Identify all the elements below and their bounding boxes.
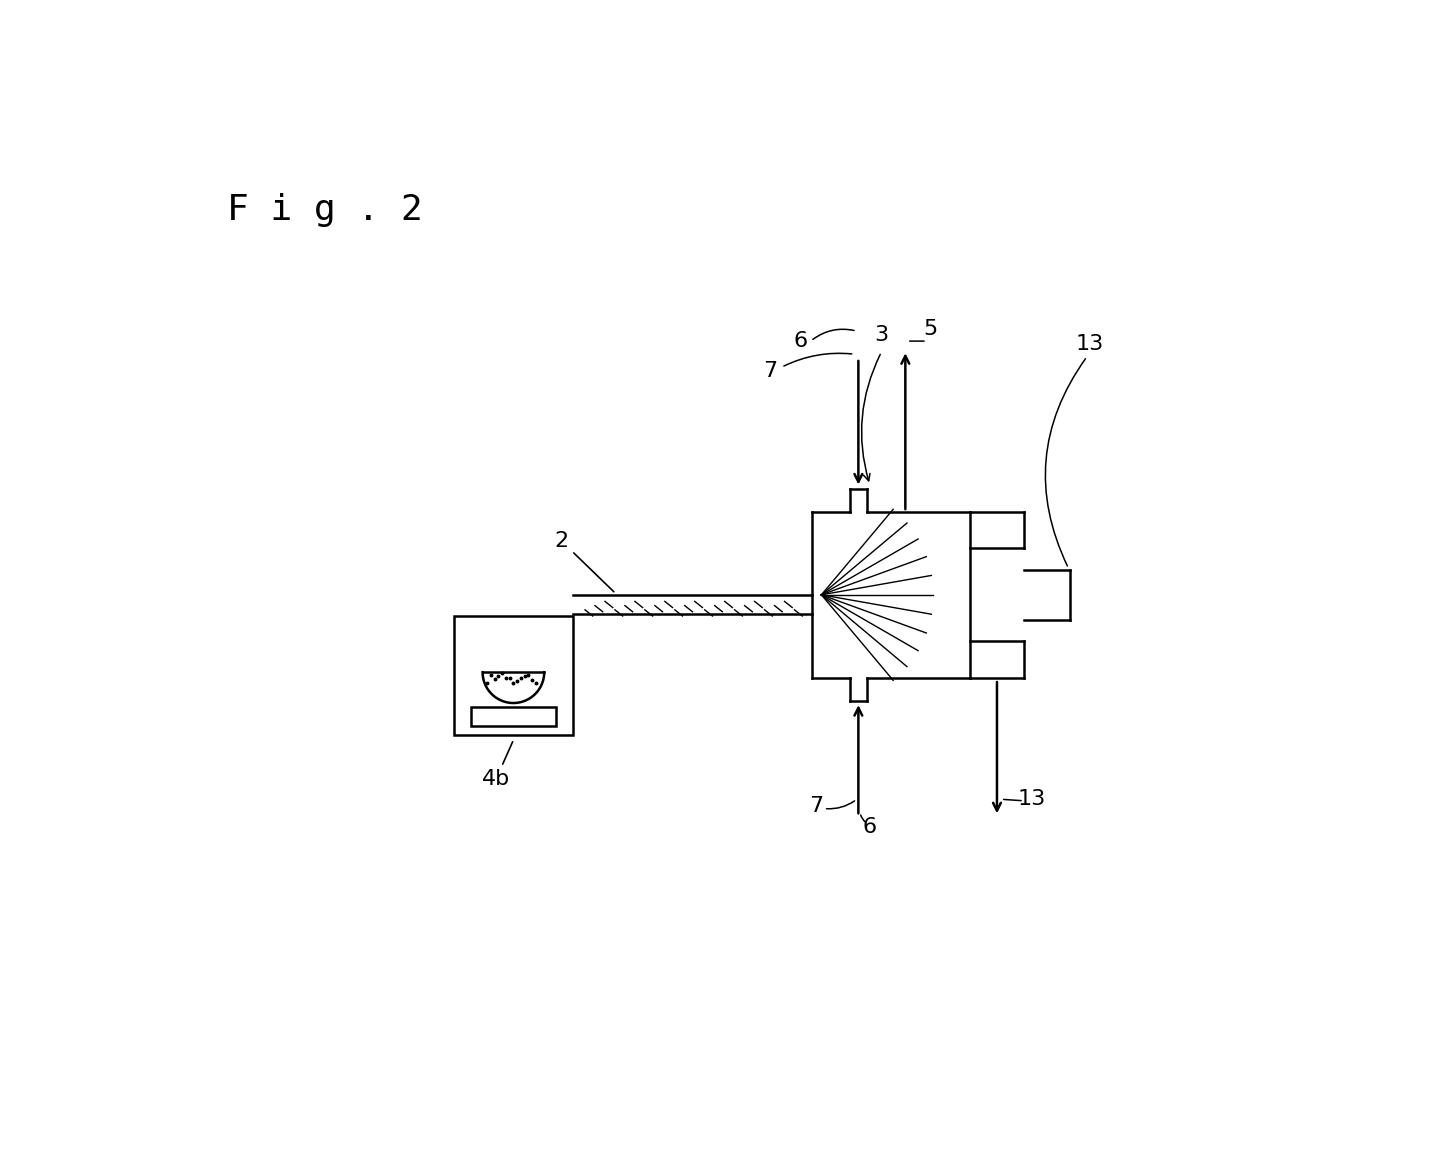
Text: 7: 7 (763, 362, 778, 381)
Text: 4b: 4b (482, 742, 513, 789)
Bar (455, 616, 573, 736)
Text: 6: 6 (794, 330, 808, 350)
Text: 13: 13 (1018, 789, 1045, 808)
Text: 5: 5 (922, 319, 937, 338)
Text: 13: 13 (1076, 334, 1103, 355)
Text: 2: 2 (555, 531, 614, 591)
Text: 6: 6 (863, 817, 877, 837)
Text: F i g . 2: F i g . 2 (227, 193, 423, 226)
Bar (471, 707, 556, 726)
Text: 7: 7 (809, 796, 822, 817)
Text: 3: 3 (875, 325, 889, 345)
